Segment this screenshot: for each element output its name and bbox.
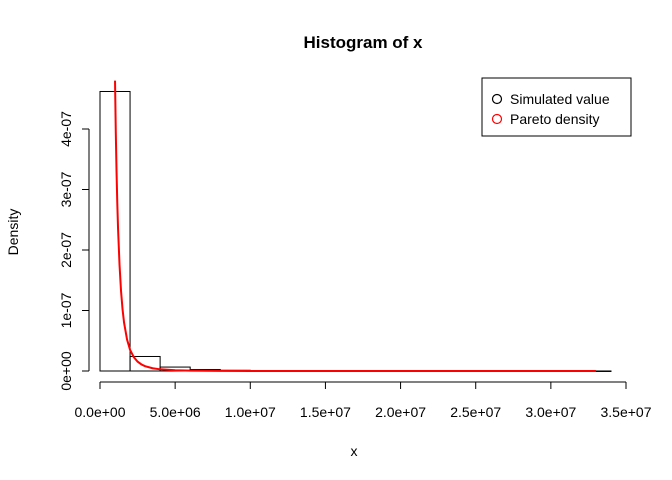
- y-tick-label: 2e-07: [58, 232, 74, 268]
- x-tick-label: 1.0e+07: [225, 404, 276, 420]
- x-tick-label: 3.5e+07: [601, 404, 652, 420]
- x-tick-label: 2.0e+07: [375, 404, 426, 420]
- y-tick-label: 3e-07: [58, 171, 74, 207]
- y-tick-label: 4e-07: [58, 111, 74, 147]
- x-tick-label: 5.0e+06: [150, 404, 201, 420]
- legend: Simulated value Pareto density: [481, 77, 632, 137]
- density-curve-layer: [114, 80, 596, 372]
- x-tick-label: 3.0e+07: [525, 404, 576, 420]
- y-axis-label: Density: [5, 209, 21, 256]
- legend-marker-pareto: [491, 113, 503, 125]
- x-tick-label: 2.5e+07: [450, 404, 501, 420]
- x-axis: 0.0e+00 5.0e+06 1.0e+07 1.5e+07 2.0e+07 2.5e+…: [75, 381, 652, 420]
- x-axis-label: x: [351, 443, 358, 459]
- x-tick-label: 1.5e+07: [300, 404, 351, 420]
- pareto-density-curve: [114, 80, 596, 372]
- chart-title: Histogram of x: [303, 33, 423, 52]
- y-tick-label: 1e-07: [58, 292, 74, 328]
- y-axis: 0e+00 1e-07 2e-07 3e-07 4e-07: [58, 111, 90, 391]
- histogram-bar: [129, 355, 161, 372]
- y-tick-label: 0e+00: [58, 351, 74, 391]
- legend-box: [481, 77, 632, 137]
- legend-label-simulated: Simulated value: [510, 91, 610, 107]
- x-tick-label: 0.0e+00: [75, 404, 126, 420]
- legend-label-pareto: Pareto density: [510, 111, 600, 127]
- legend-marker-simulated: [491, 93, 503, 105]
